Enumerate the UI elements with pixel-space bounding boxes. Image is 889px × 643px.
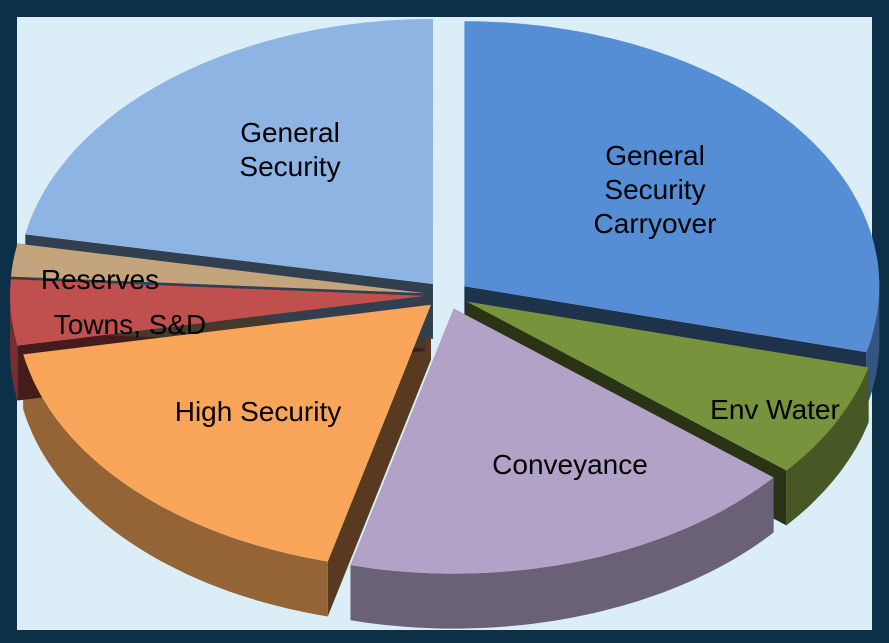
slice-label: General Security [239,117,341,182]
slice-label: High Security [174,396,342,427]
slice-side [786,367,869,526]
slice [464,21,880,353]
slice-label: General Security Carryover [593,140,717,239]
slice-label: Reserves [40,264,160,295]
slice-label: Env Water [710,394,840,425]
slice-edge [327,304,431,617]
slice-side [866,286,880,408]
slice-label: Towns, S&D [53,309,207,340]
slice [23,304,431,562]
slice [350,308,774,574]
slice [10,279,426,346]
slice-side [23,354,328,617]
slice [25,19,434,284]
slice-label: Conveyance [492,449,648,480]
slice-side [350,477,774,629]
slice [466,301,869,471]
slice [11,243,426,294]
